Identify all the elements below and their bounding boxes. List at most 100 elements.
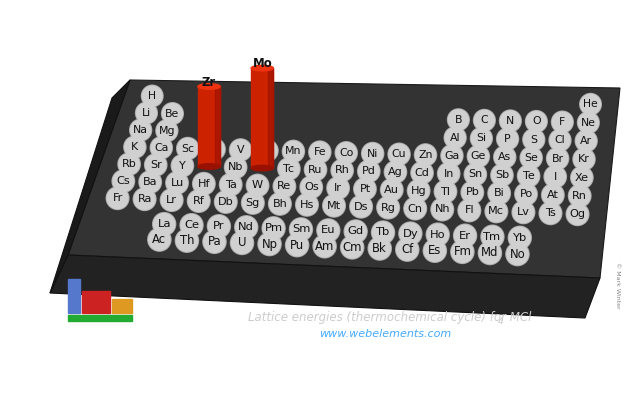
Circle shape <box>317 220 339 241</box>
Text: Rg: Rg <box>381 202 396 212</box>
Circle shape <box>278 158 300 180</box>
Circle shape <box>204 139 225 159</box>
Text: Zn: Zn <box>419 150 433 160</box>
Circle shape <box>444 127 466 149</box>
Circle shape <box>489 183 509 204</box>
Circle shape <box>148 228 171 251</box>
Circle shape <box>458 199 481 222</box>
Circle shape <box>411 162 433 184</box>
Circle shape <box>452 241 473 262</box>
Circle shape <box>130 119 152 141</box>
Text: Cm: Cm <box>342 241 362 254</box>
Circle shape <box>404 197 426 220</box>
Bar <box>68 315 132 321</box>
Circle shape <box>499 110 521 132</box>
Text: Ba: Ba <box>143 177 157 187</box>
Circle shape <box>526 112 547 132</box>
Circle shape <box>385 162 406 182</box>
Circle shape <box>340 236 364 259</box>
Circle shape <box>465 164 486 185</box>
Text: Ne: Ne <box>581 118 596 128</box>
Circle shape <box>344 220 367 243</box>
Circle shape <box>207 215 230 238</box>
Bar <box>214 86 220 166</box>
Text: Am: Am <box>315 240 334 253</box>
Circle shape <box>193 172 215 195</box>
Text: Sg: Sg <box>246 198 260 208</box>
Text: Pu: Pu <box>290 239 304 252</box>
Text: 4: 4 <box>498 316 504 326</box>
Circle shape <box>368 237 391 260</box>
Circle shape <box>133 188 156 210</box>
Text: Pa: Pa <box>207 235 221 248</box>
Circle shape <box>435 181 456 202</box>
Circle shape <box>310 142 330 162</box>
Circle shape <box>432 199 452 220</box>
Bar <box>268 68 273 168</box>
Circle shape <box>308 141 331 163</box>
Text: S: S <box>531 135 538 145</box>
Text: Mn: Mn <box>285 146 301 156</box>
Ellipse shape <box>198 84 220 89</box>
Ellipse shape <box>251 165 273 171</box>
Circle shape <box>243 192 263 213</box>
Circle shape <box>259 233 280 255</box>
Circle shape <box>509 227 531 248</box>
Circle shape <box>145 154 167 176</box>
Circle shape <box>166 172 188 194</box>
Text: Nd: Nd <box>238 222 254 232</box>
Circle shape <box>216 192 236 212</box>
Text: U: U <box>237 236 246 250</box>
Text: Si: Si <box>476 133 486 143</box>
Text: P: P <box>504 134 511 144</box>
Circle shape <box>273 175 296 198</box>
Circle shape <box>570 186 590 206</box>
Circle shape <box>579 112 598 133</box>
Text: Lv: Lv <box>517 207 530 217</box>
Text: Mt: Mt <box>327 201 341 211</box>
Text: Tm: Tm <box>483 232 502 242</box>
Circle shape <box>399 222 422 245</box>
Circle shape <box>445 128 465 148</box>
Circle shape <box>541 184 564 206</box>
Text: Rh: Rh <box>335 166 349 176</box>
Text: Cd: Cd <box>415 168 429 178</box>
Text: Og: Og <box>570 209 586 219</box>
Text: Rb: Rb <box>122 159 136 169</box>
Circle shape <box>188 190 209 212</box>
Circle shape <box>177 138 199 160</box>
Circle shape <box>539 202 562 224</box>
Circle shape <box>377 196 399 219</box>
Bar <box>112 299 132 313</box>
Circle shape <box>336 143 356 163</box>
Circle shape <box>355 179 375 199</box>
Text: As: As <box>498 152 511 162</box>
Text: Fr: Fr <box>113 193 123 203</box>
Circle shape <box>241 192 264 214</box>
Circle shape <box>449 110 468 130</box>
Circle shape <box>492 165 512 186</box>
Circle shape <box>235 216 258 239</box>
Text: Ce: Ce <box>184 220 199 230</box>
Text: Kr: Kr <box>578 154 590 164</box>
Text: He: He <box>583 99 598 109</box>
Circle shape <box>493 146 516 168</box>
Circle shape <box>468 146 488 166</box>
Circle shape <box>175 229 198 252</box>
Circle shape <box>246 174 269 197</box>
Circle shape <box>113 171 134 192</box>
Circle shape <box>124 136 146 158</box>
Text: Be: Be <box>165 108 180 118</box>
Circle shape <box>540 203 561 224</box>
Bar <box>82 291 110 313</box>
Circle shape <box>230 139 252 161</box>
Circle shape <box>388 143 410 165</box>
Circle shape <box>214 191 237 213</box>
Circle shape <box>438 163 459 184</box>
Text: I: I <box>554 172 557 182</box>
Text: Ir: Ir <box>334 183 342 193</box>
Circle shape <box>225 157 246 178</box>
Circle shape <box>567 204 588 225</box>
Circle shape <box>262 217 285 240</box>
Circle shape <box>263 218 284 239</box>
